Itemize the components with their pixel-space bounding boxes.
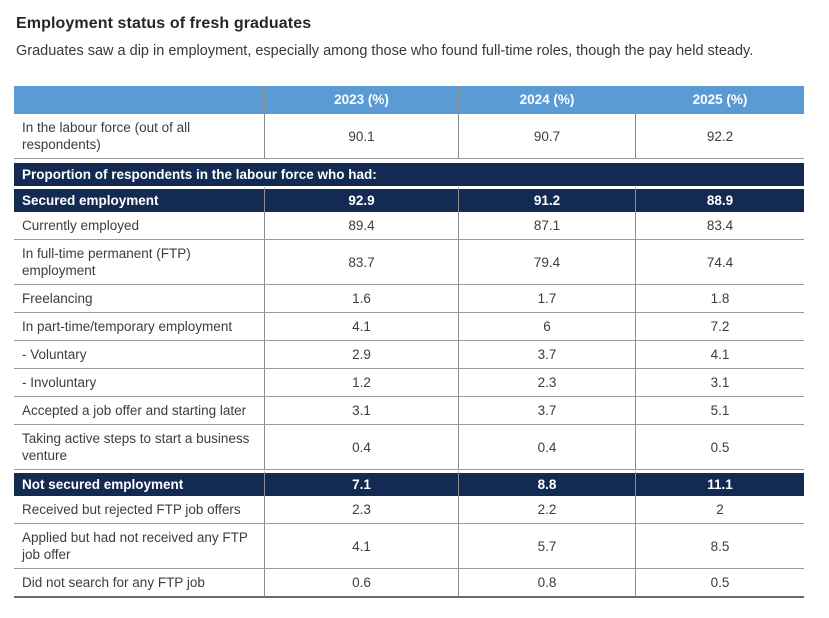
- row-value: 1.2: [264, 369, 458, 397]
- column-header-empty: [14, 86, 264, 114]
- section-header-row: Proportion of respondents in the labour …: [14, 159, 804, 186]
- row-value: 74.4: [635, 240, 804, 285]
- row-value: 2: [635, 496, 804, 524]
- summary-row: Not secured employment 7.1 8.8 11.1: [14, 470, 804, 496]
- row-value: 1.6: [264, 285, 458, 313]
- column-header-2025: 2025 (%): [635, 86, 804, 114]
- page: Employment status of fresh graduates Gra…: [14, 15, 804, 598]
- column-header-2024: 2024 (%): [458, 86, 635, 114]
- row-value: 4.1: [635, 341, 804, 369]
- table-row: Did not search for any FTP job 0.6 0.8 0.5: [14, 569, 804, 598]
- row-label: In part-time/temporary employment: [14, 313, 264, 341]
- employment-table: 2023 (%) 2024 (%) 2025 (%) In the labour f…: [14, 86, 804, 598]
- row-label: Taking active steps to start a business …: [14, 425, 264, 470]
- row-value: 2.3: [458, 369, 635, 397]
- row-value: 2.2: [458, 496, 635, 524]
- row-value: 11.1: [635, 470, 804, 496]
- table-row: In full-time permanent (FTP) employment 8…: [14, 240, 804, 285]
- row-label: - Involuntary: [14, 369, 264, 397]
- table-row: Received but rejected FTP job offers 2.3 2…: [14, 496, 804, 524]
- row-value: 4.1: [264, 524, 458, 569]
- table-row: Freelancing 1.6 1.7 1.8: [14, 285, 804, 313]
- summary-row: Secured employment 92.9 91.2 88.9: [14, 186, 804, 212]
- row-value: 0.8: [458, 569, 635, 598]
- row-value: 0.5: [635, 569, 804, 598]
- row-value: 90.7: [458, 114, 635, 159]
- row-label: - Voluntary: [14, 341, 264, 369]
- row-value: 1.7: [458, 285, 635, 313]
- table-row: In part-time/temporary employment 4.1 6 7.2: [14, 313, 804, 341]
- row-value: 83.4: [635, 212, 804, 240]
- page-subtitle: Graduates saw a dip in employment, espec…: [16, 43, 754, 59]
- row-value: 89.4: [264, 212, 458, 240]
- row-label: Secured employment: [14, 186, 264, 212]
- row-value: 8.8: [458, 470, 635, 496]
- row-label: Currently employed: [14, 212, 264, 240]
- row-value: 6: [458, 313, 635, 341]
- row-label: In the labour force (out of all responde…: [14, 114, 264, 159]
- row-value: 83.7: [264, 240, 458, 285]
- table-row: - Voluntary 2.9 3.7 4.1: [14, 341, 804, 369]
- table-row: Applied but had not received any FTP job…: [14, 524, 804, 569]
- row-value: 79.4: [458, 240, 635, 285]
- row-label: Accepted a job offer and starting later: [14, 397, 264, 425]
- row-value: 5.1: [635, 397, 804, 425]
- row-value: 7.2: [635, 313, 804, 341]
- row-value: 88.9: [635, 186, 804, 212]
- row-value: 91.2: [458, 186, 635, 212]
- table-row: Accepted a job offer and starting later 3…: [14, 397, 804, 425]
- row-value: 92.9: [264, 186, 458, 212]
- row-label: Applied but had not received any FTP job…: [14, 524, 264, 569]
- row-value: 1.8: [635, 285, 804, 313]
- row-label: Received but rejected FTP job offers: [14, 496, 264, 524]
- row-value: 90.1: [264, 114, 458, 159]
- row-value: 8.5: [635, 524, 804, 569]
- row-value: 0.6: [264, 569, 458, 598]
- row-value: 87.1: [458, 212, 635, 240]
- row-value: 5.7: [458, 524, 635, 569]
- column-header-2023: 2023 (%): [264, 86, 458, 114]
- page-title: Employment status of fresh graduates: [16, 15, 312, 32]
- row-value: 4.1: [264, 313, 458, 341]
- row-value: 0.4: [264, 425, 458, 470]
- row-value: 92.2: [635, 114, 804, 159]
- table-row: Currently employed 89.4 87.1 83.4: [14, 212, 804, 240]
- column-header-row: 2023 (%) 2024 (%) 2025 (%): [14, 86, 804, 114]
- row-value: 2.3: [264, 496, 458, 524]
- table-body: In the labour force (out of all responde…: [14, 114, 804, 598]
- row-value: 7.1: [264, 470, 458, 496]
- row-label: Not secured employment: [14, 470, 264, 496]
- row-label: Did not search for any FTP job: [14, 569, 264, 598]
- row-label: Freelancing: [14, 285, 264, 313]
- row-value: 3.1: [635, 369, 804, 397]
- row-value: 3.1: [264, 397, 458, 425]
- row-value: 3.7: [458, 341, 635, 369]
- row-value: 0.4: [458, 425, 635, 470]
- table-header: 2023 (%) 2024 (%) 2025 (%): [14, 86, 804, 114]
- row-label: Proportion of respondents in the labour …: [14, 159, 804, 186]
- row-value: 3.7: [458, 397, 635, 425]
- row-value: 2.9: [264, 341, 458, 369]
- table-row: - Involuntary 1.2 2.3 3.1: [14, 369, 804, 397]
- table-row: Taking active steps to start a business …: [14, 425, 804, 470]
- row-label: In full-time permanent (FTP) employment: [14, 240, 264, 285]
- row-value: 0.5: [635, 425, 804, 470]
- table-row: In the labour force (out of all responde…: [14, 114, 804, 159]
